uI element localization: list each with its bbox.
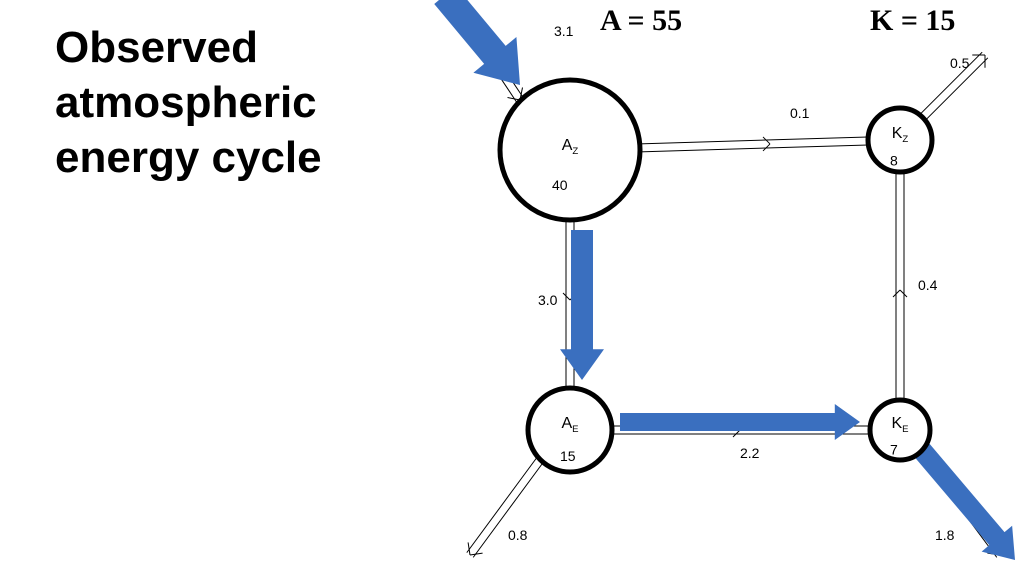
svg-text:3.1: 3.1 [554, 23, 574, 39]
accent-arrow [434, 0, 520, 85]
svg-text:15: 15 [560, 448, 576, 464]
accent-arrow [912, 442, 1015, 560]
accent-arrow [560, 230, 604, 380]
svg-text:0.4: 0.4 [918, 277, 938, 293]
energy-cycle-diagram: 0.13.02.20.43.10.50.81.8AZ40KZ8AE15KE7A … [0, 0, 1024, 576]
svg-text:2.2: 2.2 [740, 445, 760, 461]
svg-text:0.1: 0.1 [790, 105, 810, 121]
svg-text:40: 40 [552, 177, 568, 193]
svg-text:K = 15: K = 15 [870, 4, 955, 37]
svg-text:0.5: 0.5 [950, 55, 970, 71]
svg-text:1.8: 1.8 [935, 527, 955, 543]
svg-text:A = 55: A = 55 [600, 4, 682, 37]
svg-text:3.0: 3.0 [538, 292, 558, 308]
svg-text:7: 7 [890, 442, 898, 458]
svg-text:8: 8 [890, 153, 898, 169]
svg-text:0.8: 0.8 [508, 527, 528, 543]
accent-arrow [620, 404, 860, 440]
